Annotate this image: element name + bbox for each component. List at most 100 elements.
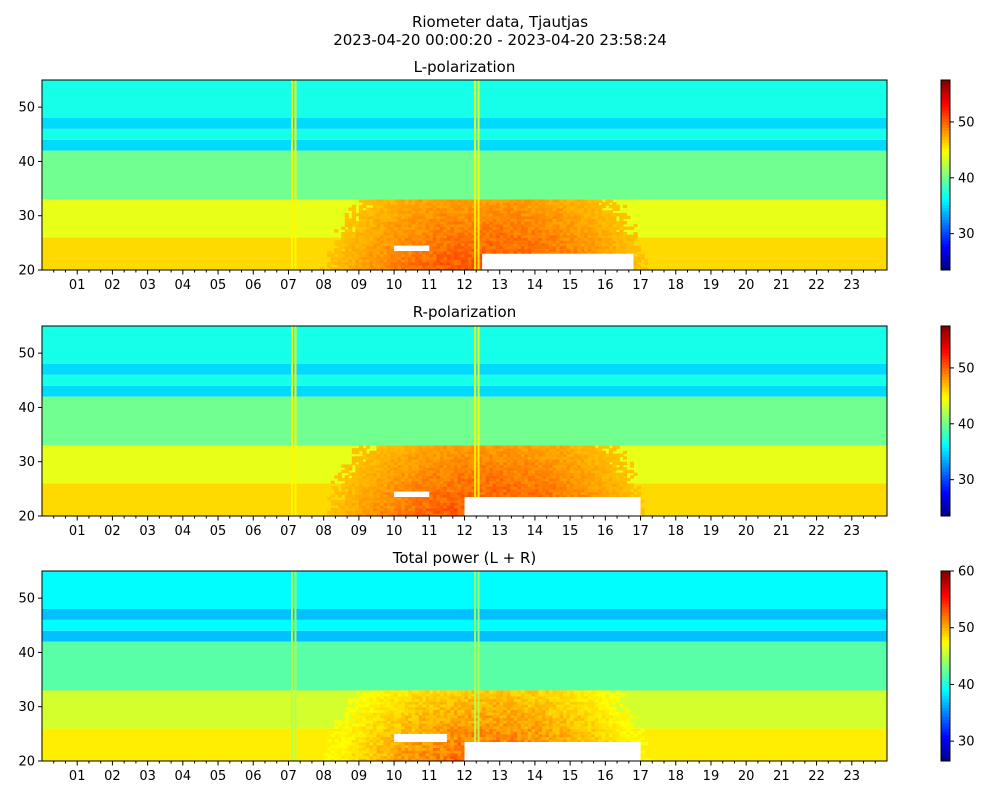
heatmap-cell [584, 251, 589, 255]
heatmap-cell [344, 242, 349, 247]
heatmap-cell [327, 264, 332, 268]
heatmap-cell [358, 755, 363, 759]
heatmap-cell [401, 199, 406, 203]
heatmap-cell [411, 475, 416, 479]
heatmap-cell [348, 242, 353, 247]
heatmap-cell [489, 223, 494, 228]
heatmap-cell [496, 202, 501, 206]
heatmap-cell [362, 464, 367, 468]
heatmap-cell [580, 221, 585, 225]
heatmap-cell [380, 712, 385, 716]
heatmap-cell [559, 232, 564, 236]
heatmap-cell [436, 464, 441, 468]
heatmap-cell [355, 701, 360, 705]
heatmap-cell [383, 264, 388, 268]
heatmap-cell [520, 467, 525, 471]
heatmap-cell [644, 259, 649, 263]
heatmap-cell [327, 747, 332, 751]
heatmap-cell [482, 248, 487, 252]
heatmap-cell [478, 218, 483, 222]
heatmap-cell [538, 445, 543, 449]
heatmap-cell [415, 472, 420, 476]
heatmap-cell [499, 213, 504, 217]
heatmap-cell [369, 731, 374, 735]
heatmap-cell [372, 459, 378, 463]
heatmap-cell [549, 469, 554, 474]
heatmap-cell [478, 261, 483, 266]
heatmap-cell [383, 248, 388, 252]
heatmap-cell [460, 248, 466, 252]
heatmap-cell [383, 698, 388, 702]
heatmap-cell [365, 232, 371, 236]
heatmap-cell [341, 234, 346, 239]
heatmap-cell [390, 251, 395, 255]
heatmap-cell [397, 229, 402, 233]
heatmap-cell [510, 478, 515, 482]
heatmap-cell [436, 510, 441, 514]
heatmap-cell [365, 456, 371, 460]
heatmap-cell [608, 215, 613, 220]
heatmap-cell [524, 240, 529, 244]
heatmap-cell [397, 450, 402, 455]
heatmap-cell [372, 480, 378, 485]
heatmap-cell [337, 475, 342, 479]
heatmap-cell [404, 267, 409, 270]
heatmap-cell [527, 456, 532, 460]
heatmap-cell [358, 461, 363, 466]
heatmap-cell [415, 497, 420, 501]
heatmap-cell [422, 467, 427, 471]
heatmap-cell [520, 472, 525, 476]
heatmap-cell [489, 450, 494, 455]
heatmap-cell [383, 237, 388, 241]
heatmap-cell [622, 456, 628, 460]
heatmap-cell [411, 267, 416, 270]
heatmap-cell [390, 450, 395, 455]
heatmap-cell [429, 488, 434, 493]
heatmap-cell [450, 513, 455, 516]
colorbar-segment [941, 151, 950, 155]
heatmap-cell [534, 210, 540, 214]
heatmap-cell [351, 747, 356, 751]
heatmap-cell [380, 720, 385, 724]
heatmap-cell [584, 234, 589, 239]
heatmap-cell [390, 494, 395, 498]
heatmap-cell [471, 494, 476, 498]
heatmap-cell [453, 232, 459, 236]
heatmap-cell [499, 199, 504, 203]
heatmap-cell [601, 445, 606, 449]
heatmap-cell [446, 494, 452, 498]
heatmap-cell [372, 259, 378, 263]
heatmap-cell [626, 478, 631, 482]
heatmap-cell [506, 245, 511, 249]
heatmap-cell [492, 469, 497, 474]
heatmap-cell [559, 483, 564, 487]
heatmap-cell [365, 750, 371, 754]
heatmap-cell [397, 461, 402, 466]
heatmap-cell [404, 445, 409, 449]
heatmap-cell [387, 706, 392, 711]
heatmap-cell [552, 218, 557, 222]
heatmap-cell [365, 744, 371, 749]
heatmap-cell [387, 450, 392, 455]
heatmap-cell [351, 256, 356, 260]
heatmap-cell [362, 739, 367, 743]
heatmap-cell [608, 494, 613, 498]
heatmap-cell [577, 215, 582, 220]
heatmap-cell [541, 456, 547, 460]
heatmap-cell [601, 453, 606, 457]
colorbar-segment [941, 231, 950, 235]
heatmap-cell [601, 223, 606, 228]
heatmap-cell [496, 486, 501, 490]
heatmap-cell [563, 464, 568, 468]
heatmap-cell [351, 712, 356, 716]
heatmap-cell [351, 717, 356, 721]
heatmap-cell [612, 245, 617, 249]
heatmap-cell [573, 199, 578, 203]
heatmap-cell [556, 456, 561, 460]
heatmap-cell [531, 494, 536, 498]
heatmap-cell [545, 215, 550, 220]
heatmap-cell [450, 472, 455, 476]
heatmap-cell [531, 251, 536, 255]
heatmap-cell [390, 505, 395, 509]
heatmap-cell [355, 712, 360, 716]
